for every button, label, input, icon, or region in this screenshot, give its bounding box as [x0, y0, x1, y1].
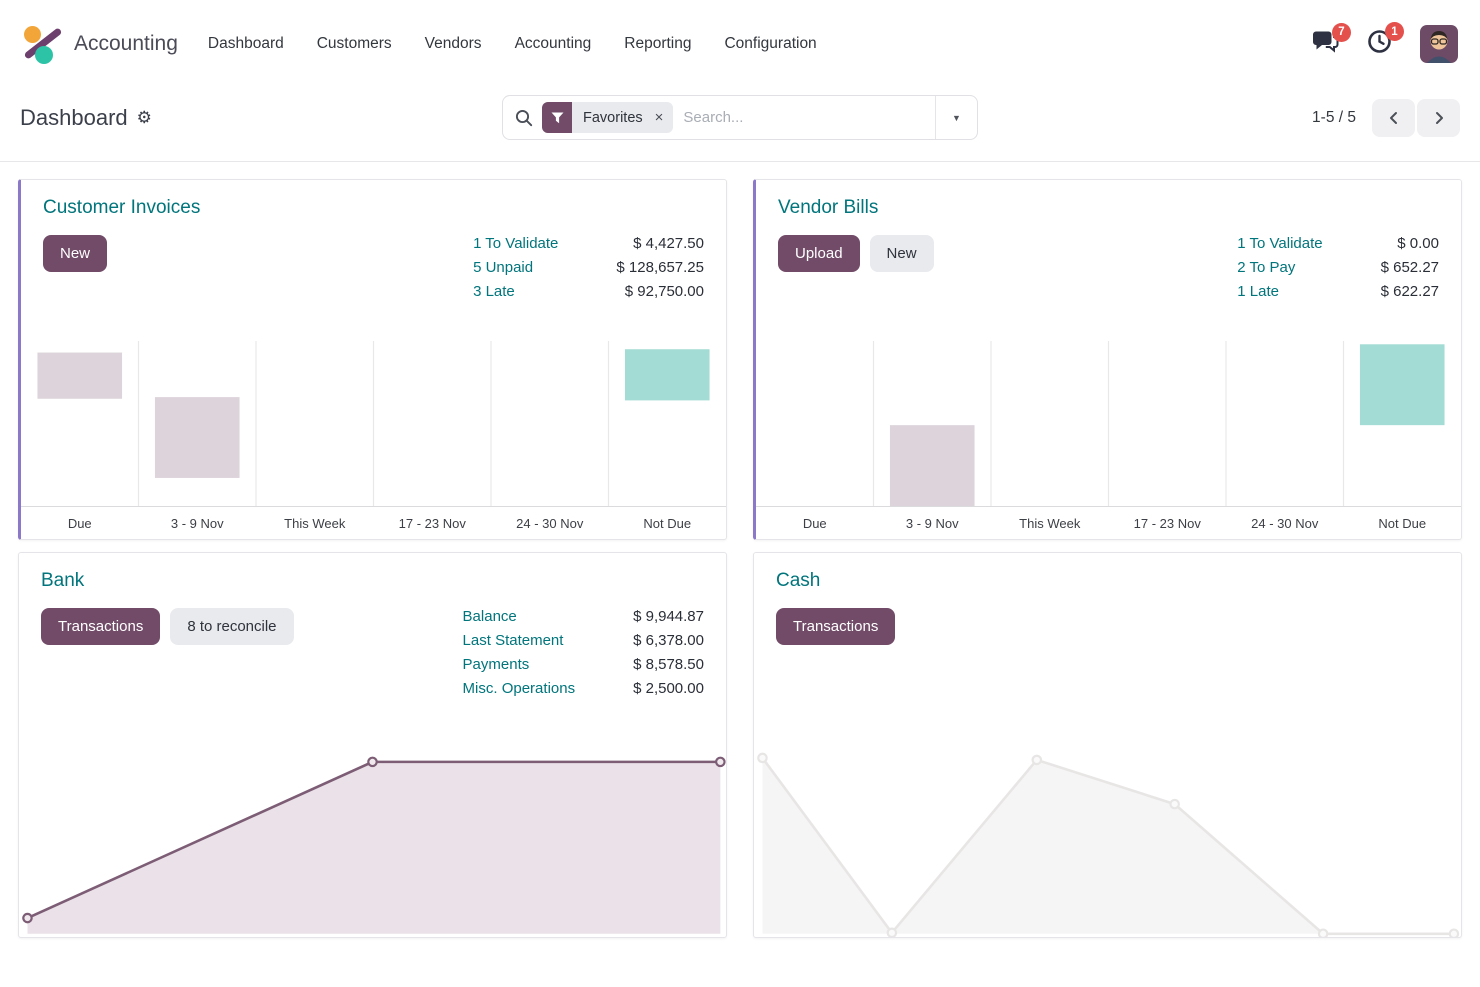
stat-to-validate-value: $ 4,427.50 — [633, 235, 704, 252]
main-menu: Dashboard Customers Vendors Accounting R… — [208, 35, 817, 53]
customer-invoices-stats: 1 To Validate $ 4,427.50 5 Unpaid $ 128,… — [473, 235, 704, 300]
menu-dashboard[interactable]: Dashboard — [207, 35, 284, 52]
facet-label: Favorites — [583, 109, 643, 126]
bar-plot[interactable] — [21, 341, 726, 506]
card-bank: Bank Transactions 8 to reconcile Balance… — [18, 552, 727, 938]
stat-payments-value: $ 8,578.50 — [633, 656, 704, 673]
to-reconcile-button[interactable]: 8 to reconcile — [170, 608, 294, 645]
stat-balance[interactable]: Balance — [462, 608, 517, 625]
stat-to-pay[interactable]: 2 To Pay — [1237, 259, 1296, 276]
card-title-cash[interactable]: Cash — [776, 570, 821, 591]
menu-reporting[interactable]: Reporting — [624, 35, 692, 52]
messages-button[interactable]: 7 — [1312, 22, 1351, 59]
stat-payments[interactable]: Payments — [462, 656, 530, 673]
stat-to-validate[interactable]: 1 To Validate — [1237, 235, 1323, 252]
line-plot[interactable] — [754, 740, 1461, 937]
stat-misc-operations[interactable]: Misc. Operations — [462, 680, 576, 697]
chevron-right-icon — [1435, 111, 1443, 124]
x-axis: Due 3 - 9 Nov This Week 17 - 23 Nov 24 - 30 … — [756, 506, 1461, 539]
x-axis-label: 3 - 9 Nov — [905, 515, 959, 531]
x-axis-label: Due — [67, 515, 92, 531]
menu-configuration[interactable]: Configuration — [724, 35, 817, 52]
stat-late-value: $ 622.27 — [1380, 283, 1439, 300]
x-axis-label: Due — [802, 515, 827, 531]
line-plot[interactable] — [19, 740, 726, 937]
x-axis-label: 3 - 9 Nov — [170, 515, 224, 531]
card-title-vendor-bills[interactable]: Vendor Bills — [778, 197, 879, 218]
upload-bill-button[interactable]: Upload — [778, 235, 860, 272]
stat-late-value: $ 92,750.00 — [624, 283, 704, 300]
app-name: Accounting — [74, 32, 178, 55]
pager-next-button[interactable] — [1417, 98, 1460, 137]
cash-chart[interactable] — [754, 740, 1461, 937]
top-navbar: Accounting Dashboard Customers Vendors A… — [0, 0, 1480, 88]
bank-stats: Balance $ 9,944.87 Last Statement $ 6,37… — [463, 608, 704, 697]
page-title: Dashboard — [20, 104, 128, 130]
new-bill-button[interactable]: New — [869, 235, 934, 272]
menu-accounting[interactable]: Accounting — [514, 35, 592, 52]
x-axis-label: 17 - 23 Nov — [398, 515, 466, 531]
bank-transactions-button[interactable]: Transactions — [41, 608, 161, 645]
vendor-bills-chart[interactable]: Due 3 - 9 Nov This Week 17 - 23 Nov 24 - 30 … — [756, 341, 1461, 539]
x-axis: Due 3 - 9 Nov This Week 17 - 23 Nov 24 - 30 … — [21, 506, 726, 539]
control-panel: Dashboard ⚙ Favorites × ▼ 1-5 / 5 — [0, 88, 1480, 162]
search-dropdown-toggle[interactable]: ▼ — [935, 96, 977, 139]
stat-to-validate[interactable]: 1 To Validate — [473, 235, 559, 252]
stat-to-validate-value: $ 0.00 — [1397, 235, 1439, 252]
stat-misc-operations-value: $ 2,500.00 — [633, 680, 704, 697]
x-axis-label: Not Due — [643, 515, 692, 531]
menu-customers[interactable]: Customers — [316, 35, 392, 52]
stat-last-statement[interactable]: Last Statement — [462, 632, 564, 649]
x-axis-label: 17 - 23 Nov — [1133, 515, 1201, 531]
accounting-app-icon — [22, 23, 63, 65]
favorites-filter-facet[interactable]: Favorites × — [542, 102, 674, 133]
bar-plot[interactable] — [756, 341, 1461, 506]
bank-chart[interactable] — [19, 740, 726, 937]
stat-unpaid-value: $ 128,657.25 — [616, 259, 704, 276]
x-axis-label: This Week — [1019, 515, 1081, 531]
pager-previous-button[interactable] — [1372, 98, 1415, 137]
stat-to-pay-value: $ 652.27 — [1380, 259, 1439, 276]
stat-late[interactable]: 1 Late — [1237, 283, 1279, 300]
filter-funnel-icon — [542, 102, 572, 133]
navbar-systray: 7 1 — [1312, 22, 1458, 63]
cash-transactions-button[interactable]: Transactions — [776, 608, 896, 645]
logo-dot-orange — [24, 26, 41, 43]
logo-dot-teal — [35, 46, 53, 64]
chevron-left-icon — [1389, 111, 1397, 124]
customer-invoices-chart[interactable]: Due 3 - 9 Nov This Week 17 - 23 Nov 24 - 30 … — [21, 341, 726, 539]
activities-badge: 1 — [1385, 22, 1404, 41]
pager-value: 1-5 / 5 — [1312, 108, 1356, 126]
clock-icon — [1367, 29, 1392, 59]
stat-balance-value: $ 9,944.87 — [633, 608, 704, 625]
facet-remove-icon[interactable]: × — [654, 109, 664, 126]
messages-badge: 7 — [1332, 22, 1351, 42]
card-customer-invoices: Customer Invoices New 1 To Validate $ 4,… — [18, 179, 727, 540]
menu-vendors[interactable]: Vendors — [424, 35, 482, 52]
search-icon — [515, 109, 533, 127]
dashboard-grid: Customer Invoices New 1 To Validate $ 4,… — [0, 162, 1480, 938]
new-invoice-button[interactable]: New — [43, 235, 108, 272]
search-input[interactable] — [673, 109, 935, 126]
settings-gear-icon[interactable]: ⚙ — [136, 108, 152, 127]
apps-menu-button[interactable]: Accounting — [22, 23, 178, 65]
card-title-bank[interactable]: Bank — [41, 570, 85, 591]
activities-button[interactable]: 1 — [1367, 22, 1404, 59]
x-axis-label: Not Due — [1378, 515, 1427, 531]
x-axis-label: This Week — [284, 515, 346, 531]
vendor-bills-stats: 1 To Validate $ 0.00 2 To Pay $ 652.27 1… — [1237, 235, 1439, 300]
x-axis-label: 24 - 30 Nov — [1251, 515, 1319, 531]
card-vendor-bills: Vendor Bills Upload New 1 To Validate $ … — [753, 179, 1462, 540]
user-avatar[interactable] — [1420, 25, 1458, 63]
x-axis-label: 24 - 30 Nov — [516, 515, 584, 531]
search-bar[interactable]: Favorites × ▼ — [502, 95, 978, 140]
stat-late[interactable]: 3 Late — [473, 283, 515, 300]
card-cash: Cash Transactions — [753, 552, 1462, 938]
stat-unpaid[interactable]: 5 Unpaid — [473, 259, 534, 276]
stat-last-statement-value: $ 6,378.00 — [633, 632, 704, 649]
card-title-customer-invoices[interactable]: Customer Invoices — [43, 197, 201, 218]
